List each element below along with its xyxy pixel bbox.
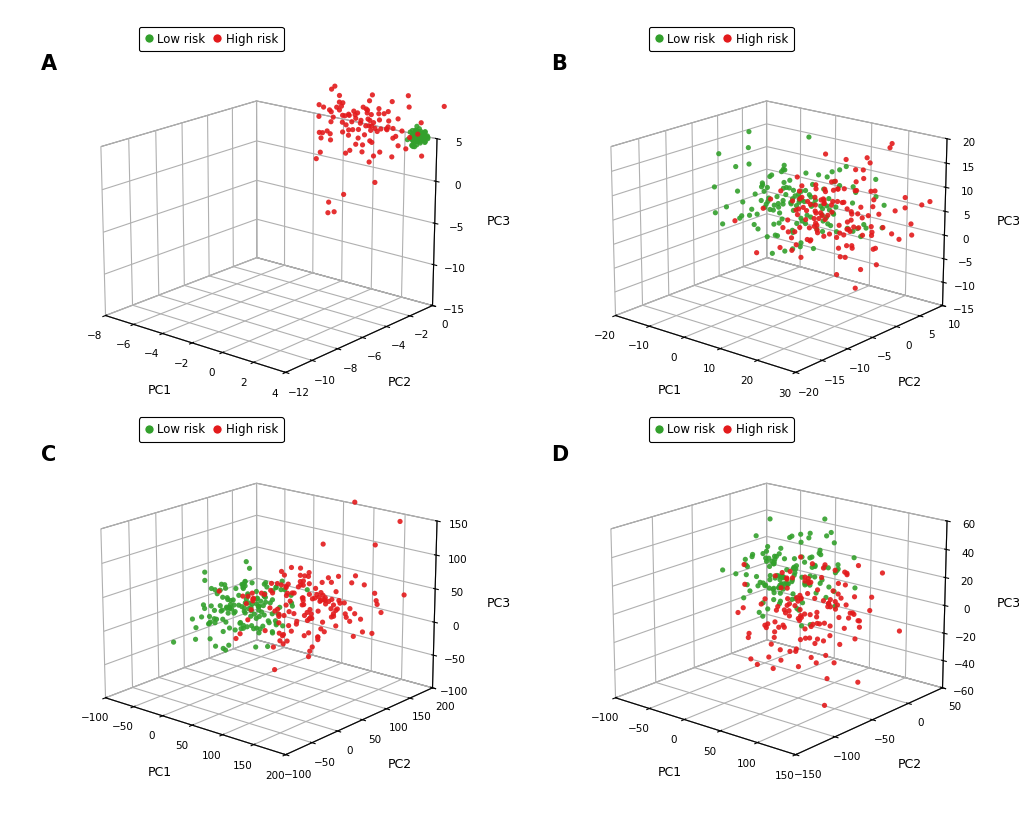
Y-axis label: PC2: PC2 bbox=[387, 376, 412, 389]
Text: D: D bbox=[550, 445, 568, 465]
Legend: Low risk, High risk: Low risk, High risk bbox=[139, 417, 283, 442]
Legend: Low risk, High risk: Low risk, High risk bbox=[648, 417, 793, 442]
Text: A: A bbox=[41, 54, 57, 74]
Y-axis label: PC2: PC2 bbox=[897, 758, 921, 771]
Y-axis label: PC2: PC2 bbox=[387, 758, 412, 771]
X-axis label: PC1: PC1 bbox=[657, 766, 682, 779]
X-axis label: PC1: PC1 bbox=[657, 384, 682, 396]
Legend: Low risk, High risk: Low risk, High risk bbox=[139, 27, 283, 52]
X-axis label: PC1: PC1 bbox=[148, 384, 172, 396]
Text: B: B bbox=[550, 54, 567, 74]
Text: C: C bbox=[41, 445, 56, 465]
Y-axis label: PC2: PC2 bbox=[897, 376, 921, 389]
Legend: Low risk, High risk: Low risk, High risk bbox=[648, 27, 793, 52]
X-axis label: PC1: PC1 bbox=[148, 766, 172, 779]
